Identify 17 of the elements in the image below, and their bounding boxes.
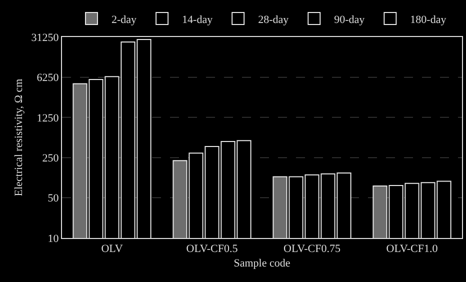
x-axis-title: Sample code: [234, 257, 290, 270]
x-tick-label: OLV-CF0.75: [284, 243, 341, 256]
legend-label: 90-day: [334, 14, 366, 26]
legend-label: 14-day: [182, 14, 214, 26]
legend-label: 2-day: [112, 14, 138, 26]
y-tick-label: 50: [48, 192, 60, 205]
y-tick-label: 31250: [31, 32, 60, 44]
legend-label: 28-day: [258, 14, 290, 26]
legend-label: 180-day: [410, 14, 447, 26]
x-tick-label: OLV-CF1.0: [386, 243, 438, 256]
y-axis-title: Electrical resistivity, Ω cm: [12, 78, 25, 196]
y-tick-label: 1250: [36, 112, 60, 124]
y-tick-label: 6250: [36, 72, 60, 84]
y-tick-label: 10: [48, 232, 60, 245]
x-tick-label: OLV: [101, 243, 123, 256]
y-tick-label: 250: [42, 152, 60, 164]
x-tick-label: OLV-CF0.5: [186, 243, 238, 256]
